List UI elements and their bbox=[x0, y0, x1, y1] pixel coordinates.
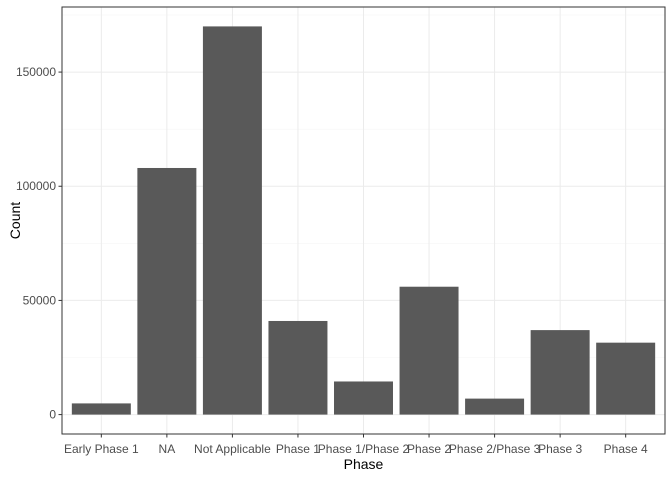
bar-phase-3 bbox=[530, 330, 590, 415]
bar-phase-1-phase-2 bbox=[334, 381, 393, 415]
x-tick-label: Phase 2/Phase 3 bbox=[449, 442, 541, 456]
bar-early-phase-1 bbox=[71, 403, 131, 415]
x-tick-label: Phase 4 bbox=[604, 442, 648, 456]
bar-not-applicable bbox=[202, 26, 262, 415]
x-tick-label: NA bbox=[159, 442, 176, 456]
x-axis-title: Phase bbox=[344, 456, 384, 472]
bars bbox=[71, 26, 656, 415]
y-tick-label: 100000 bbox=[16, 179, 56, 193]
bar-na bbox=[137, 167, 197, 415]
x-tick-label: Phase 1/Phase 2 bbox=[318, 442, 410, 456]
x-tick-label: Early Phase 1 bbox=[64, 442, 139, 456]
bar-phase-2-phase-3 bbox=[465, 398, 525, 415]
bar-phase-2 bbox=[399, 286, 459, 415]
y-tick-label: 150000 bbox=[16, 65, 56, 79]
bar-phase-4 bbox=[596, 342, 656, 415]
y-axis: 0 50000 100000 150000 bbox=[16, 65, 62, 422]
x-tick-label: Phase 1 bbox=[276, 442, 320, 456]
x-tick-label: Phase 2 bbox=[407, 442, 451, 456]
y-tick-label: 50000 bbox=[23, 293, 57, 307]
x-tick-label: Not Applicable bbox=[194, 442, 271, 456]
x-axis: Early Phase 1 NA Not Applicable Phase 1Phas… bbox=[64, 434, 648, 456]
bar-phase-1 bbox=[268, 320, 328, 415]
y-axis-title: Count bbox=[7, 202, 23, 239]
y-tick-label: 0 bbox=[49, 408, 56, 422]
x-tick-label: Phase 3 bbox=[538, 442, 582, 456]
